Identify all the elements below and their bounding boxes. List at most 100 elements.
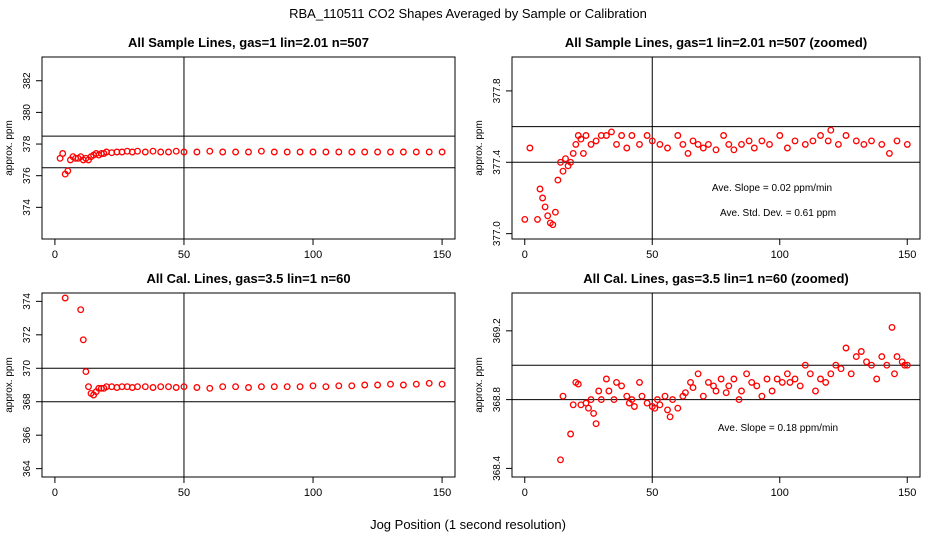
data-point [903,140,911,148]
data-point [539,194,547,202]
data-point [134,147,141,155]
x-tick-label: 150 [433,249,451,261]
data-point [172,384,180,391]
data-point [85,383,92,391]
y-tick-label: 368 [22,393,33,410]
data-point [903,361,911,369]
data-point [180,383,188,391]
data-point [837,365,845,373]
data-point [748,378,756,386]
y-tick-label: 374 [22,199,33,216]
data-point [664,144,671,152]
data-point [141,383,149,391]
data-point [165,383,172,391]
y-axis-label: approx. ppm [4,120,15,176]
data-point [412,148,420,156]
data-point [863,358,870,366]
data-point [689,137,697,145]
plot-frame [511,56,921,240]
panel-annotation: Ave. Slope = 0.18 ppm/min [718,423,838,434]
panel-title: All Sample Lines, gas=1 lin=2.01 n=507 (… [565,35,867,50]
data-point [425,148,433,156]
data-point [283,383,291,391]
data-point [544,212,552,220]
data-point [335,148,343,156]
x-tick-label: 150 [898,249,916,261]
data-point [296,383,304,391]
data-point [891,370,898,378]
data-point [245,384,252,391]
data-point [857,348,865,355]
data-point [842,132,850,139]
data-point [592,420,600,428]
data-point [549,221,557,229]
data-point [438,380,446,388]
panel-title: All Sample Lines, gas=1 lin=2.01 n=507 [128,35,369,50]
y-axis-label: approx. ppm [4,357,15,413]
data-point [720,132,728,139]
data-point [399,148,407,156]
data-point [567,430,575,438]
data-point [374,148,382,156]
data-point [595,387,603,395]
data-point [557,158,564,166]
data-point [296,148,304,156]
data-point [283,148,291,156]
data-point [574,380,582,388]
data-point [901,361,909,369]
figure-title: RBA_110511 CO2 Shapes Averaged by Sample… [289,6,647,21]
data-point [758,392,766,400]
data-point [694,370,702,378]
y-tick-label: 382 [22,72,33,89]
y-tick-label: 372 [22,326,33,343]
data-point [791,137,799,145]
data-point [712,387,720,395]
data-point [623,144,631,152]
data-point [653,396,661,404]
data-point [636,140,643,148]
data-point [309,148,317,156]
data-point [412,380,420,388]
data-point [206,384,214,392]
data-point [551,208,559,216]
data-point [768,387,776,395]
data-point [399,381,407,389]
data-point [569,401,577,409]
data-point [567,158,575,166]
data-point [704,378,712,386]
data-point [613,378,620,386]
data-point [878,140,886,148]
data-point [778,378,786,386]
data-point [172,147,180,155]
data-point [557,456,564,464]
data-point [79,336,87,344]
data-point [664,406,671,414]
data-point [562,155,569,163]
y-tick-label: 366 [22,426,33,443]
data-point [309,382,317,390]
data-point [776,132,784,139]
data-point [679,140,687,148]
data-point [219,383,227,391]
data-point [730,375,738,383]
data-point [684,149,692,157]
y-tick-label: 380 [22,104,33,121]
chart-panel-4: All Cal. Lines, gas=3.5 lin=1 n=60 (zoom… [474,271,921,499]
x-tick-label: 100 [771,487,789,499]
x-tick-label: 100 [771,249,789,261]
data-point [613,140,620,148]
y-tick-label: 376 [22,167,33,184]
data-point [885,149,893,157]
data-point [165,148,172,156]
data-point [893,137,901,145]
data-point [610,396,618,404]
data-point [579,149,587,157]
data-point [648,137,656,145]
data-point [232,383,240,391]
data-point [725,140,733,148]
x-tick-label: 100 [304,487,322,499]
data-point [730,146,738,154]
data-point [791,375,799,383]
data-point [758,137,766,145]
